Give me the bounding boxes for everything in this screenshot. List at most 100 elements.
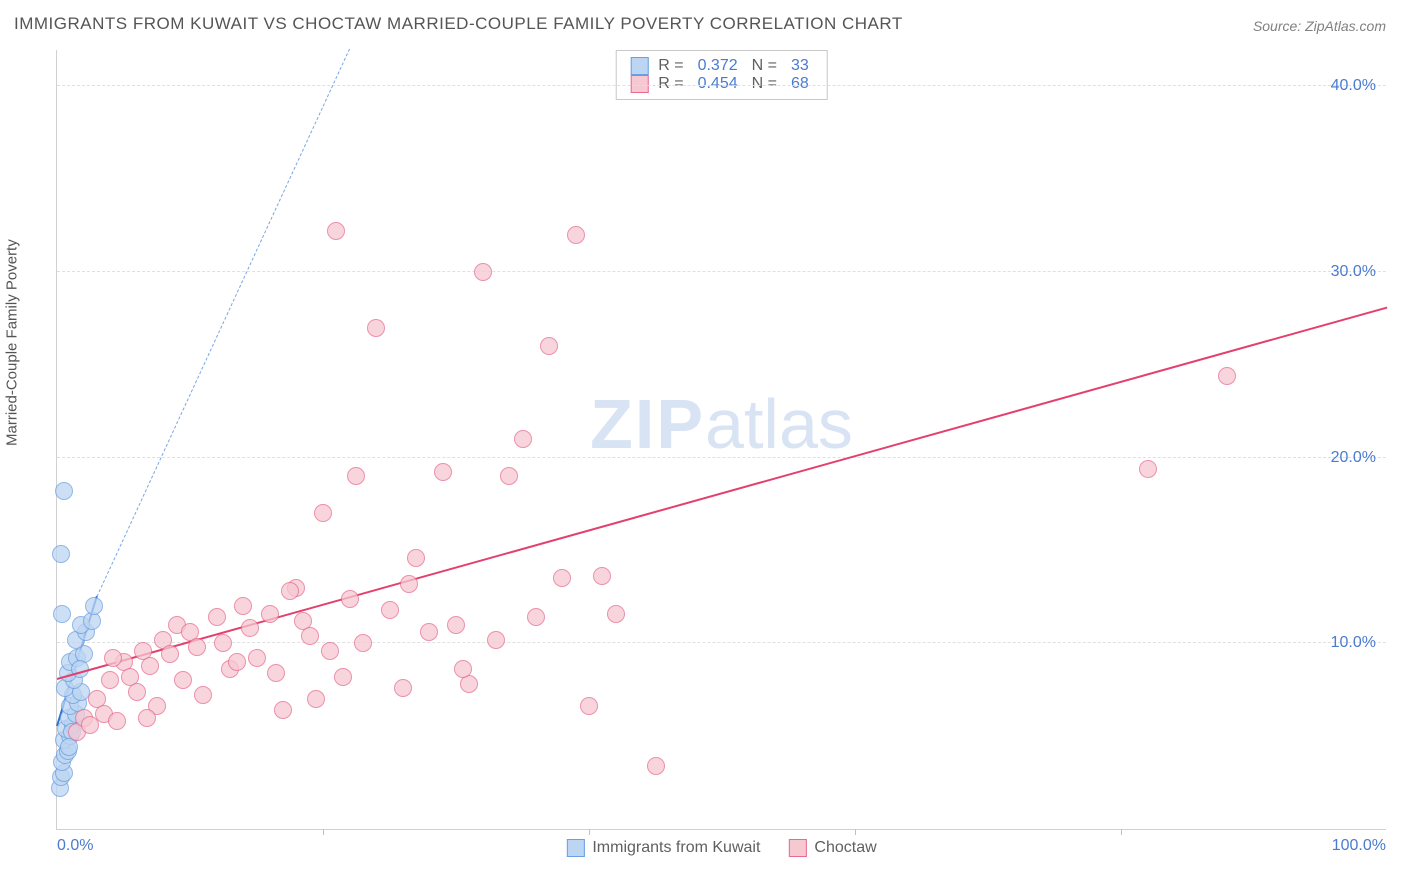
data-point bbox=[214, 634, 232, 652]
n-value-1: 33 bbox=[791, 57, 809, 75]
x-tick bbox=[855, 829, 856, 835]
source-prefix: Source: bbox=[1253, 18, 1305, 34]
data-point bbox=[341, 590, 359, 608]
data-point bbox=[307, 690, 325, 708]
y-tick-label: 40.0% bbox=[1331, 77, 1376, 95]
r-value-1: 0.372 bbox=[698, 57, 738, 75]
watermark-atlas: atlas bbox=[705, 385, 853, 463]
trend-line bbox=[96, 48, 350, 596]
data-point bbox=[354, 634, 372, 652]
data-point bbox=[128, 683, 146, 701]
data-point bbox=[347, 467, 365, 485]
x-tick bbox=[1121, 829, 1122, 835]
data-point bbox=[567, 226, 585, 244]
r-value-2: 0.454 bbox=[698, 75, 738, 93]
y-axis-label: Married-Couple Family Poverty bbox=[4, 239, 21, 446]
data-point bbox=[234, 597, 252, 615]
plot-area: ZIPatlas R = 0.372 N = 33 R = 0.454 N = … bbox=[56, 50, 1386, 830]
bottom-legend-item-kuwait: Immigrants from Kuwait bbox=[566, 839, 760, 857]
data-point bbox=[274, 701, 292, 719]
data-point bbox=[161, 645, 179, 663]
bottom-swatch-choctaw bbox=[788, 839, 806, 857]
stats-legend: R = 0.372 N = 33 R = 0.454 N = 68 bbox=[615, 50, 828, 100]
data-point bbox=[301, 627, 319, 645]
gridline-h bbox=[57, 642, 1386, 643]
data-point bbox=[281, 582, 299, 600]
data-point bbox=[553, 569, 571, 587]
data-point bbox=[138, 709, 156, 727]
data-point bbox=[487, 631, 505, 649]
data-point bbox=[381, 601, 399, 619]
data-point bbox=[407, 549, 425, 567]
gridline-h bbox=[57, 271, 1386, 272]
legend-swatch-kuwait bbox=[630, 57, 648, 75]
bottom-legend: Immigrants from Kuwait Choctaw bbox=[566, 839, 876, 857]
data-point bbox=[248, 649, 266, 667]
bottom-label-choctaw: Choctaw bbox=[814, 839, 876, 857]
data-point bbox=[1139, 460, 1157, 478]
data-point bbox=[394, 679, 412, 697]
data-point bbox=[314, 504, 332, 522]
data-point bbox=[194, 686, 212, 704]
data-point bbox=[85, 597, 103, 615]
bottom-swatch-kuwait bbox=[566, 839, 584, 857]
data-point bbox=[174, 671, 192, 689]
data-point bbox=[321, 642, 339, 660]
data-point bbox=[514, 430, 532, 448]
bottom-label-kuwait: Immigrants from Kuwait bbox=[592, 839, 760, 857]
data-point bbox=[1218, 367, 1236, 385]
r-label-2: R = bbox=[658, 75, 683, 93]
data-point bbox=[540, 337, 558, 355]
data-point bbox=[367, 319, 385, 337]
x-tick-label: 0.0% bbox=[57, 837, 93, 855]
data-point bbox=[188, 638, 206, 656]
data-point bbox=[52, 545, 70, 563]
data-point bbox=[104, 649, 122, 667]
y-tick-label: 10.0% bbox=[1331, 634, 1376, 652]
data-point bbox=[101, 671, 119, 689]
y-tick-label: 30.0% bbox=[1331, 263, 1376, 281]
data-point bbox=[55, 482, 73, 500]
data-point bbox=[108, 712, 126, 730]
r-label-1: R = bbox=[658, 57, 683, 75]
data-point bbox=[400, 575, 418, 593]
data-point bbox=[500, 467, 518, 485]
data-point bbox=[267, 664, 285, 682]
stats-legend-row-2: R = 0.454 N = 68 bbox=[630, 75, 813, 93]
data-point bbox=[434, 463, 452, 481]
bottom-legend-item-choctaw: Choctaw bbox=[788, 839, 876, 857]
data-point bbox=[241, 619, 259, 637]
data-point bbox=[261, 605, 279, 623]
data-point bbox=[228, 653, 246, 671]
y-tick-label: 20.0% bbox=[1331, 449, 1376, 467]
data-point bbox=[447, 616, 465, 634]
n-label-2: N = bbox=[752, 75, 777, 93]
data-point bbox=[208, 608, 226, 626]
n-value-2: 68 bbox=[791, 75, 809, 93]
watermark: ZIPatlas bbox=[590, 384, 853, 464]
chart-title: IMMIGRANTS FROM KUWAIT VS CHOCTAW MARRIE… bbox=[14, 14, 903, 34]
data-point bbox=[334, 668, 352, 686]
source-link[interactable]: ZipAtlas.com bbox=[1305, 18, 1386, 34]
data-point bbox=[474, 263, 492, 281]
data-point bbox=[527, 608, 545, 626]
data-point bbox=[593, 567, 611, 585]
data-point bbox=[647, 757, 665, 775]
data-point bbox=[53, 605, 71, 623]
data-point bbox=[580, 697, 598, 715]
source-attribution: Source: ZipAtlas.com bbox=[1253, 18, 1386, 34]
stats-legend-row-1: R = 0.372 N = 33 bbox=[630, 57, 813, 75]
gridline-h bbox=[57, 457, 1386, 458]
data-point bbox=[454, 660, 472, 678]
watermark-zip: ZIP bbox=[590, 385, 705, 463]
legend-swatch-choctaw bbox=[630, 75, 648, 93]
n-label-1: N = bbox=[752, 57, 777, 75]
x-tick bbox=[323, 829, 324, 835]
x-tick-label: 100.0% bbox=[1332, 837, 1386, 855]
data-point bbox=[141, 657, 159, 675]
data-point bbox=[607, 605, 625, 623]
x-tick bbox=[589, 829, 590, 835]
gridline-h bbox=[57, 85, 1386, 86]
data-point bbox=[327, 222, 345, 240]
chart-container: IMMIGRANTS FROM KUWAIT VS CHOCTAW MARRIE… bbox=[0, 0, 1406, 892]
